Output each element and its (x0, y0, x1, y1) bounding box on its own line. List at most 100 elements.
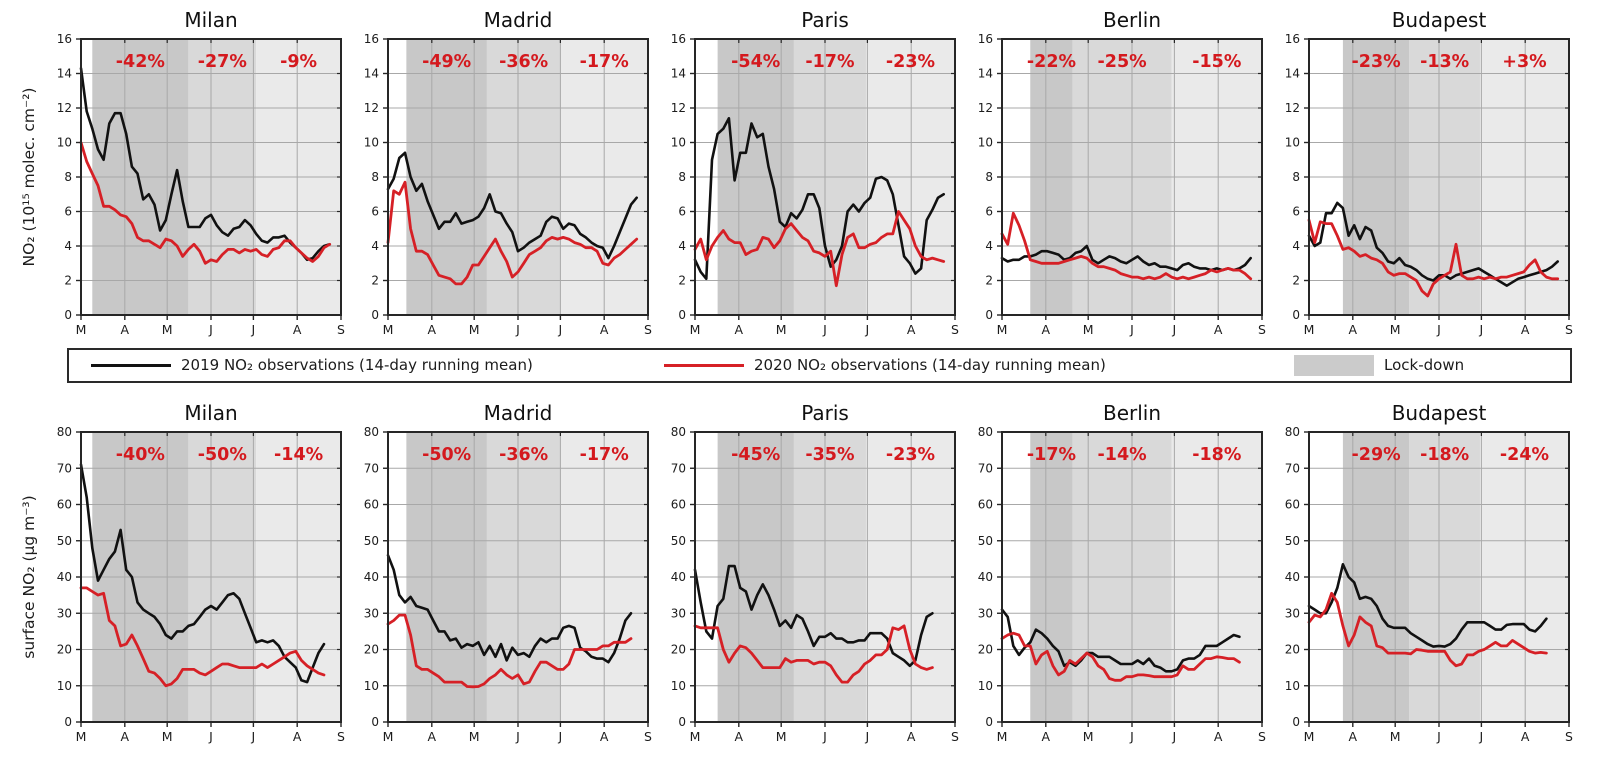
panel-title: Milan (184, 401, 237, 425)
y-tick-label: 16 (1285, 32, 1300, 46)
series-2020-line (1307, 591, 1548, 668)
percent-label: -36% (499, 52, 548, 72)
percent-label: -45% (731, 445, 780, 465)
y-tick-label: 8 (678, 170, 686, 184)
x-tick-label: J (822, 322, 827, 337)
series-2020-line (79, 141, 332, 265)
percent-label: -49% (422, 52, 471, 72)
percent-label: -50% (422, 445, 471, 465)
x-tick-label: M (76, 322, 87, 337)
percent-label: -25% (1098, 52, 1147, 72)
y-tick-label: 0 (985, 308, 993, 322)
x-tick-label: M (1304, 322, 1315, 337)
x-tick-label: M (383, 729, 394, 744)
legend: 2019 NO₂ observations (14-day running me… (67, 348, 1572, 383)
percent-label: -15% (1192, 52, 1241, 72)
x-tick-label: M (469, 322, 480, 337)
x-tick-label: S (1565, 322, 1573, 337)
legend-2019-label: 2019 NO₂ observations (14-day running me… (181, 356, 533, 374)
x-tick-label: A (1521, 322, 1530, 337)
series-2020-line (1000, 211, 1253, 281)
x-tick-label: S (337, 729, 345, 744)
percent-label: -9% (280, 52, 317, 72)
legend-lockdown-label: Lock-down (1384, 356, 1465, 374)
x-tick-label: J (1172, 729, 1177, 744)
y-tick-label: 70 (1285, 461, 1300, 475)
x-tick-label: J (515, 729, 520, 744)
y-tick-label: 12 (1285, 101, 1300, 115)
panel-title: Berlin (1103, 401, 1161, 425)
series-2020-line (1307, 218, 1560, 298)
y-tick-label: 2 (1292, 274, 1300, 288)
x-tick-label: J (865, 729, 870, 744)
y-tick-label: 4 (678, 239, 686, 253)
percent-label: -22% (1027, 52, 1076, 72)
x-tick-label: S (1565, 729, 1573, 744)
y-tick-label: 0 (678, 308, 686, 322)
y-tick-label: 60 (1285, 498, 1300, 512)
x-tick-label: J (515, 322, 520, 337)
x-tick-label: J (558, 322, 563, 337)
panel-berlin-column-no2: M A M J J A S 0 2 4 6 8 10 12 14 16 Berlin -22% -25% -15% (978, 8, 1266, 337)
percent-label: +3% (1502, 52, 1546, 72)
y-tick-label: 10 (1285, 136, 1300, 150)
y-tick-label: 50 (57, 534, 72, 548)
y-tick-label: 8 (1292, 170, 1300, 184)
x-tick-label: J (1129, 322, 1134, 337)
y-tick-label: 0 (64, 715, 72, 729)
x-tick-label: A (121, 729, 130, 744)
x-tick-label: A (735, 729, 744, 744)
percent-label: -23% (886, 52, 935, 72)
y-tick-label: 40 (57, 570, 72, 584)
panel-madrid-surface-no2: M A M J J A S 0 10 20 30 40 50 60 70 80 Madrid -50% -36% -1… (364, 401, 652, 744)
x-tick-label: A (1349, 322, 1358, 337)
y-tick-label: 6 (678, 205, 686, 219)
x-tick-label: A (735, 322, 744, 337)
x-tick-label: M (997, 322, 1008, 337)
y-tick-label: 2 (64, 274, 72, 288)
x-tick-label: A (1042, 729, 1051, 744)
panel-title: Madrid (484, 8, 553, 32)
y-tick-label: 4 (985, 239, 993, 253)
panel-budapest-column-no2: M A M J J A S 0 2 4 6 8 10 12 14 16 Budapest -23% -13% +3% (1285, 8, 1573, 337)
x-tick-label: A (428, 322, 437, 337)
y-axis-label: surface NO₂ (µg m⁻³) (20, 495, 38, 658)
y-tick-label: 70 (671, 461, 686, 475)
x-tick-label: A (428, 729, 437, 744)
panel-madrid-column-no2: M A M J J A S 0 2 4 6 8 10 12 14 16 Madrid -49% -36% -17% (364, 8, 652, 337)
percent-label: -40% (116, 445, 165, 465)
y-tick-label: 20 (1285, 643, 1300, 657)
panel-title: Budapest (1392, 8, 1487, 32)
y-tick-label: 12 (364, 101, 379, 115)
y-tick-label: 40 (1285, 570, 1300, 584)
x-tick-label: J (1479, 729, 1484, 744)
x-tick-label: M (162, 729, 173, 744)
y-tick-label: 60 (364, 498, 379, 512)
y-tick-label: 0 (371, 715, 379, 729)
y-tick-label: 30 (978, 606, 993, 620)
legend-lockdown-swatch (1294, 355, 1374, 376)
y-tick-label: 0 (1292, 308, 1300, 322)
percent-label: -18% (1192, 445, 1241, 465)
x-tick-label: J (208, 322, 213, 337)
x-tick-label: A (1214, 322, 1223, 337)
y-tick-label: 0 (1292, 715, 1300, 729)
y-tick-label: 20 (978, 643, 993, 657)
y-tick-label: 80 (978, 425, 993, 439)
x-tick-label: S (644, 322, 652, 337)
y-tick-label: 50 (671, 534, 686, 548)
series-2019-line (1000, 608, 1241, 673)
y-tick-label: 20 (57, 643, 72, 657)
x-tick-label: S (644, 729, 652, 744)
panel-budapest-surface-no2: M A M J J A S 0 10 20 30 40 50 60 70 80 Budapest -29% -18%… (1285, 401, 1573, 744)
y-tick-label: 60 (671, 498, 686, 512)
y-tick-label: 4 (371, 239, 379, 253)
x-tick-label: J (558, 729, 563, 744)
x-tick-label: A (1214, 729, 1223, 744)
x-tick-label: J (1129, 729, 1134, 744)
x-tick-label: M (690, 729, 701, 744)
series-2019-line (1307, 201, 1559, 288)
series-2019-line (693, 117, 946, 281)
panel-milan-surface-no2: M A M J J A S 0 10 20 30 40 50 60 70 80 Milan -40% -50% -14… (57, 401, 345, 744)
